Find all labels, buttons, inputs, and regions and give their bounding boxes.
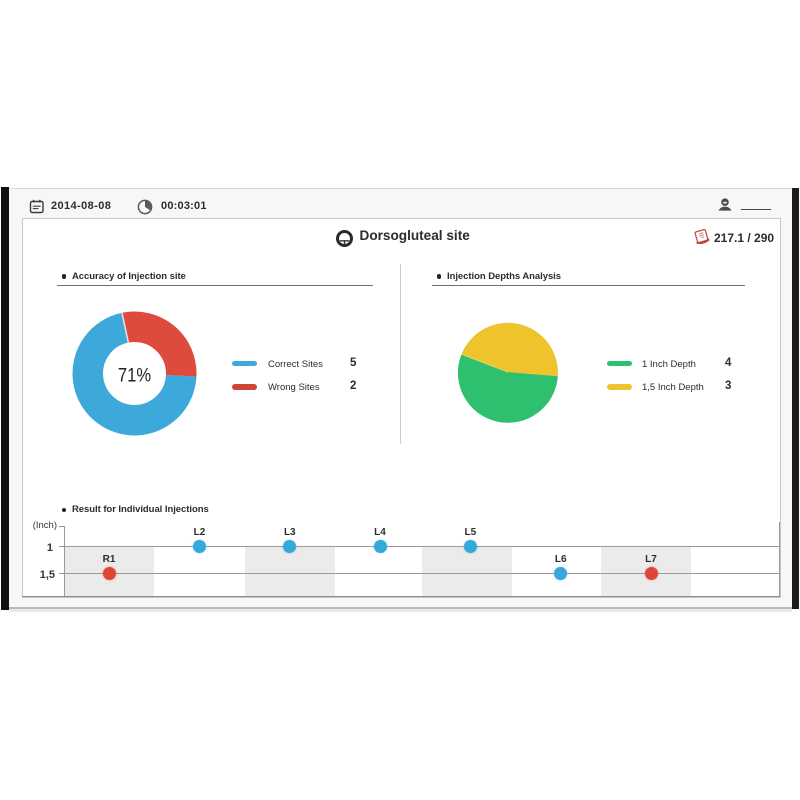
svg-text:71%: 71% (118, 364, 151, 386)
